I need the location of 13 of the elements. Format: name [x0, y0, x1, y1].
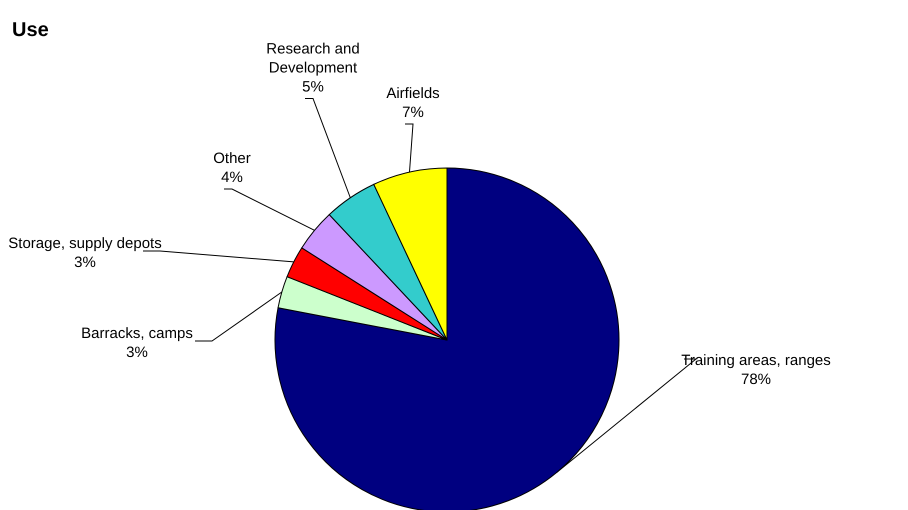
chart-title: Use	[12, 19, 49, 41]
slice-label: Other	[213, 150, 251, 167]
data-label: 78%	[740, 371, 772, 388]
data-label: 7%	[402, 104, 424, 121]
slice-label: Barracks, camps	[81, 325, 193, 342]
slice-label: Storage, supply depots	[8, 235, 162, 252]
data-label: 5%	[302, 78, 324, 96]
slice-label: Training areas, ranges	[681, 352, 831, 369]
data-label: 3%	[126, 344, 148, 361]
data-label: 4%	[221, 169, 243, 186]
data-label: 3%	[74, 254, 96, 271]
slice-label: Research and Development	[266, 40, 360, 76]
slice-label: Airfields	[386, 85, 440, 102]
